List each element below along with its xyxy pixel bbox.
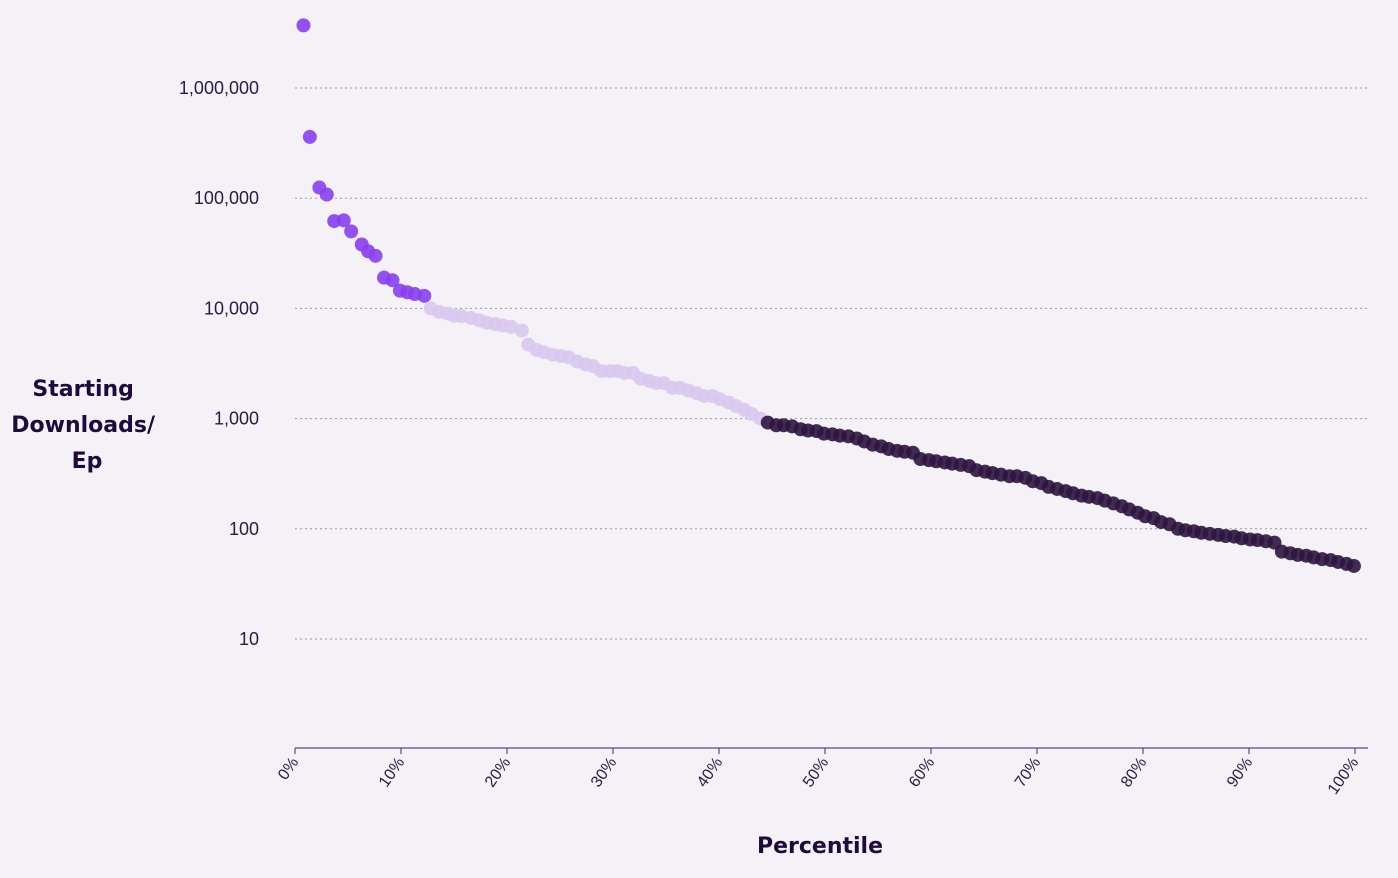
y-axis-title-line: Downloads/ bbox=[11, 413, 156, 438]
data-point bbox=[302, 129, 317, 144]
y-tick-labels: 10 100 1,000 10,000 100,000 1,000,000 bbox=[179, 78, 259, 649]
x-tick-label: 50% bbox=[800, 755, 832, 791]
y-axis-title-line: Ep bbox=[72, 449, 103, 474]
x-tick-label: 90% bbox=[1224, 755, 1256, 791]
data-point bbox=[417, 288, 432, 303]
data-point bbox=[1346, 558, 1361, 573]
x-tick-label: 70% bbox=[1012, 755, 1044, 791]
x-axis bbox=[294, 747, 1368, 754]
y-tick-label: 100 bbox=[229, 519, 259, 539]
data-point bbox=[368, 248, 383, 263]
data-point bbox=[319, 187, 334, 202]
axis-titles: Starting Downloads/ Ep Percentile bbox=[11, 377, 883, 859]
data-point bbox=[514, 323, 529, 338]
data-point bbox=[385, 273, 400, 288]
x-tick-label: 30% bbox=[588, 755, 620, 791]
x-tick-label: 40% bbox=[694, 755, 726, 791]
y-axis-title: Starting Downloads/ Ep bbox=[11, 377, 162, 474]
data-point bbox=[344, 224, 359, 239]
data-point bbox=[296, 18, 311, 33]
x-tick-labels: 0% 10% 20% 30% 40% 50% 60% 70% 80% 90% 100% bbox=[275, 755, 1362, 798]
x-tick-label: 20% bbox=[482, 755, 514, 791]
y-tick-label: 10,000 bbox=[204, 298, 259, 318]
x-tick-label: 100% bbox=[1325, 755, 1362, 798]
x-axis-title: Percentile bbox=[757, 834, 883, 859]
y-tick-label: 1,000 bbox=[214, 409, 259, 429]
x-tick-label: 0% bbox=[275, 755, 302, 784]
y-axis-title-line: Starting bbox=[32, 377, 134, 402]
x-tick-label: 80% bbox=[1118, 755, 1150, 791]
y-tick-label: 1,000,000 bbox=[179, 78, 259, 98]
data-point bbox=[336, 213, 351, 228]
x-tick-label: 10% bbox=[376, 755, 408, 791]
y-tick-label: 100,000 bbox=[194, 188, 259, 208]
y-tick-label: 10 bbox=[239, 629, 259, 649]
data-point bbox=[504, 319, 519, 334]
data-points bbox=[296, 18, 1361, 573]
grid-layer bbox=[295, 87, 1368, 640]
x-tick-label: 60% bbox=[906, 755, 938, 791]
